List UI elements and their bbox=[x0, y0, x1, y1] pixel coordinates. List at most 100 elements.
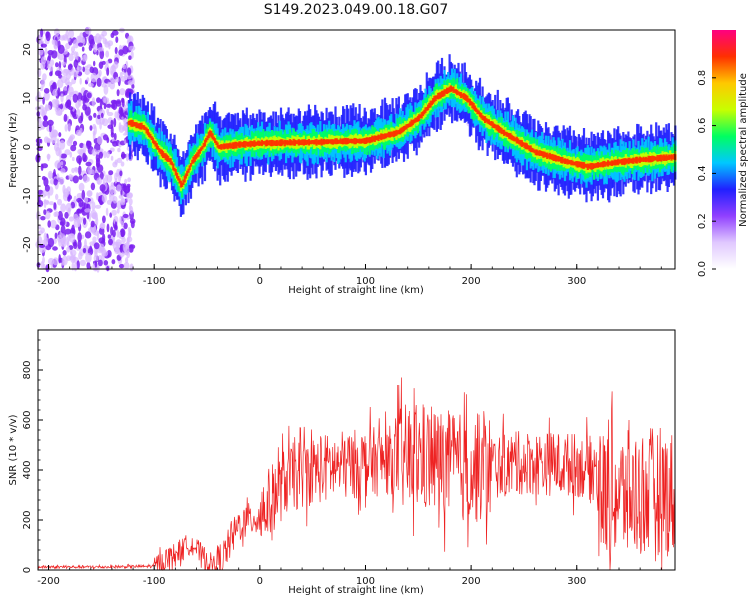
noise-speckle bbox=[91, 201, 96, 211]
snr-panel: -200 -100 0 100 200 300 0 200 400 600 800 Height … bbox=[8, 329, 676, 596]
ridge-cell bbox=[134, 122, 137, 127]
ridge-cell bbox=[634, 156, 638, 164]
noise-speckle bbox=[67, 64, 73, 71]
ridge-cell bbox=[247, 141, 250, 147]
noise-speckle bbox=[47, 237, 55, 248]
noise-speckle bbox=[58, 254, 61, 264]
ridge-cell bbox=[468, 98, 471, 106]
noise-speckle bbox=[50, 59, 55, 66]
ridge-cell bbox=[576, 161, 579, 168]
noise-speckle bbox=[57, 198, 62, 206]
ridge-cell bbox=[158, 148, 161, 153]
noise-speckle bbox=[110, 132, 115, 138]
spectrogram-frame bbox=[37, 29, 676, 270]
noise-speckle bbox=[50, 84, 54, 94]
noise-speckle bbox=[107, 124, 114, 129]
ridge-cell bbox=[613, 159, 616, 166]
ridge-cell bbox=[632, 157, 635, 164]
noise-speckle bbox=[117, 147, 121, 153]
ridge-cell bbox=[248, 141, 251, 147]
noise-speckle bbox=[113, 215, 119, 225]
noise-speckle bbox=[114, 221, 118, 230]
noise-speckle bbox=[59, 35, 66, 41]
x-tick-label: 200 bbox=[462, 576, 481, 587]
ridge-cell bbox=[255, 141, 258, 146]
ridge-cell bbox=[323, 139, 326, 145]
x-tick-label: -100 bbox=[143, 576, 166, 587]
ridge-cell bbox=[263, 141, 266, 145]
ridge-cell bbox=[589, 163, 592, 170]
noise-speckle bbox=[118, 49, 124, 56]
noise-speckle bbox=[47, 138, 52, 144]
ridge-cell bbox=[558, 157, 561, 162]
noise-speckle bbox=[102, 233, 106, 242]
noise-speckle bbox=[122, 45, 129, 55]
noise-speckle bbox=[66, 240, 70, 247]
noise-speckle bbox=[38, 230, 43, 235]
ridge-cell bbox=[629, 158, 632, 163]
ridge-cell bbox=[523, 142, 526, 148]
noise-speckle bbox=[66, 186, 72, 195]
ridge-cell bbox=[156, 145, 160, 150]
noise-speckle bbox=[119, 215, 122, 224]
noise-speckle bbox=[48, 201, 55, 206]
noise-speckle bbox=[86, 190, 93, 197]
noise-speckle bbox=[40, 43, 48, 48]
ridge-cell bbox=[293, 139, 297, 146]
y-tick-label: 800 bbox=[22, 360, 33, 379]
ridge-cell bbox=[425, 106, 428, 111]
ridge-cell bbox=[383, 133, 387, 139]
noise-speckle bbox=[71, 156, 75, 162]
ridge-cell bbox=[650, 156, 653, 163]
noise-speckle bbox=[63, 113, 68, 122]
ridge-cell bbox=[348, 139, 351, 144]
ridge-cell bbox=[178, 178, 181, 184]
ridge-cell bbox=[563, 158, 567, 164]
noise-speckle bbox=[40, 193, 46, 198]
ridge-cell bbox=[586, 163, 589, 170]
y-tick-label: 600 bbox=[22, 410, 33, 429]
noise-speckle bbox=[44, 184, 50, 192]
ridge-cell bbox=[519, 139, 522, 146]
ridge-cell bbox=[183, 175, 186, 183]
ridge-cell bbox=[470, 101, 473, 106]
noise-speckle bbox=[65, 202, 72, 213]
ridge-cell bbox=[658, 154, 662, 161]
noise-speckle bbox=[96, 77, 102, 87]
noise-speckle bbox=[72, 93, 78, 103]
ridge-cell bbox=[198, 148, 201, 154]
ridge-cell bbox=[252, 141, 255, 147]
noise-speckle bbox=[112, 140, 118, 147]
noise-speckle bbox=[66, 246, 70, 253]
ridge-cell bbox=[603, 160, 606, 167]
noise-speckle bbox=[114, 172, 118, 181]
ridge-cell bbox=[241, 141, 245, 148]
noise-speckle bbox=[121, 237, 126, 244]
noise-speckle bbox=[95, 39, 102, 44]
noise-speckle bbox=[75, 129, 81, 136]
ridge-cell bbox=[435, 95, 438, 99]
ridge-cell bbox=[361, 138, 364, 144]
noise-speckle bbox=[70, 46, 76, 53]
ridge-cell bbox=[647, 155, 650, 163]
noise-speckle bbox=[44, 237, 49, 247]
noise-speckle bbox=[67, 196, 71, 202]
ridge-cell bbox=[478, 112, 482, 117]
ridge-cell bbox=[438, 92, 441, 99]
ridge-cell bbox=[549, 154, 553, 160]
ridge-cell bbox=[637, 158, 640, 162]
halo-speckle bbox=[123, 139, 127, 144]
ridge-cell bbox=[266, 139, 269, 147]
noise-speckle bbox=[90, 182, 96, 191]
ridge-cell bbox=[639, 157, 643, 162]
ridge-cell bbox=[508, 133, 511, 139]
ridge-cell bbox=[219, 144, 222, 149]
noise-speckle bbox=[73, 241, 78, 250]
ridge-cell bbox=[169, 158, 172, 165]
ridge-cell bbox=[562, 158, 565, 163]
ridge-cell bbox=[610, 160, 613, 166]
ridge-cell bbox=[317, 139, 321, 145]
ridge-cell bbox=[330, 139, 333, 145]
ridge-cell bbox=[501, 129, 504, 134]
